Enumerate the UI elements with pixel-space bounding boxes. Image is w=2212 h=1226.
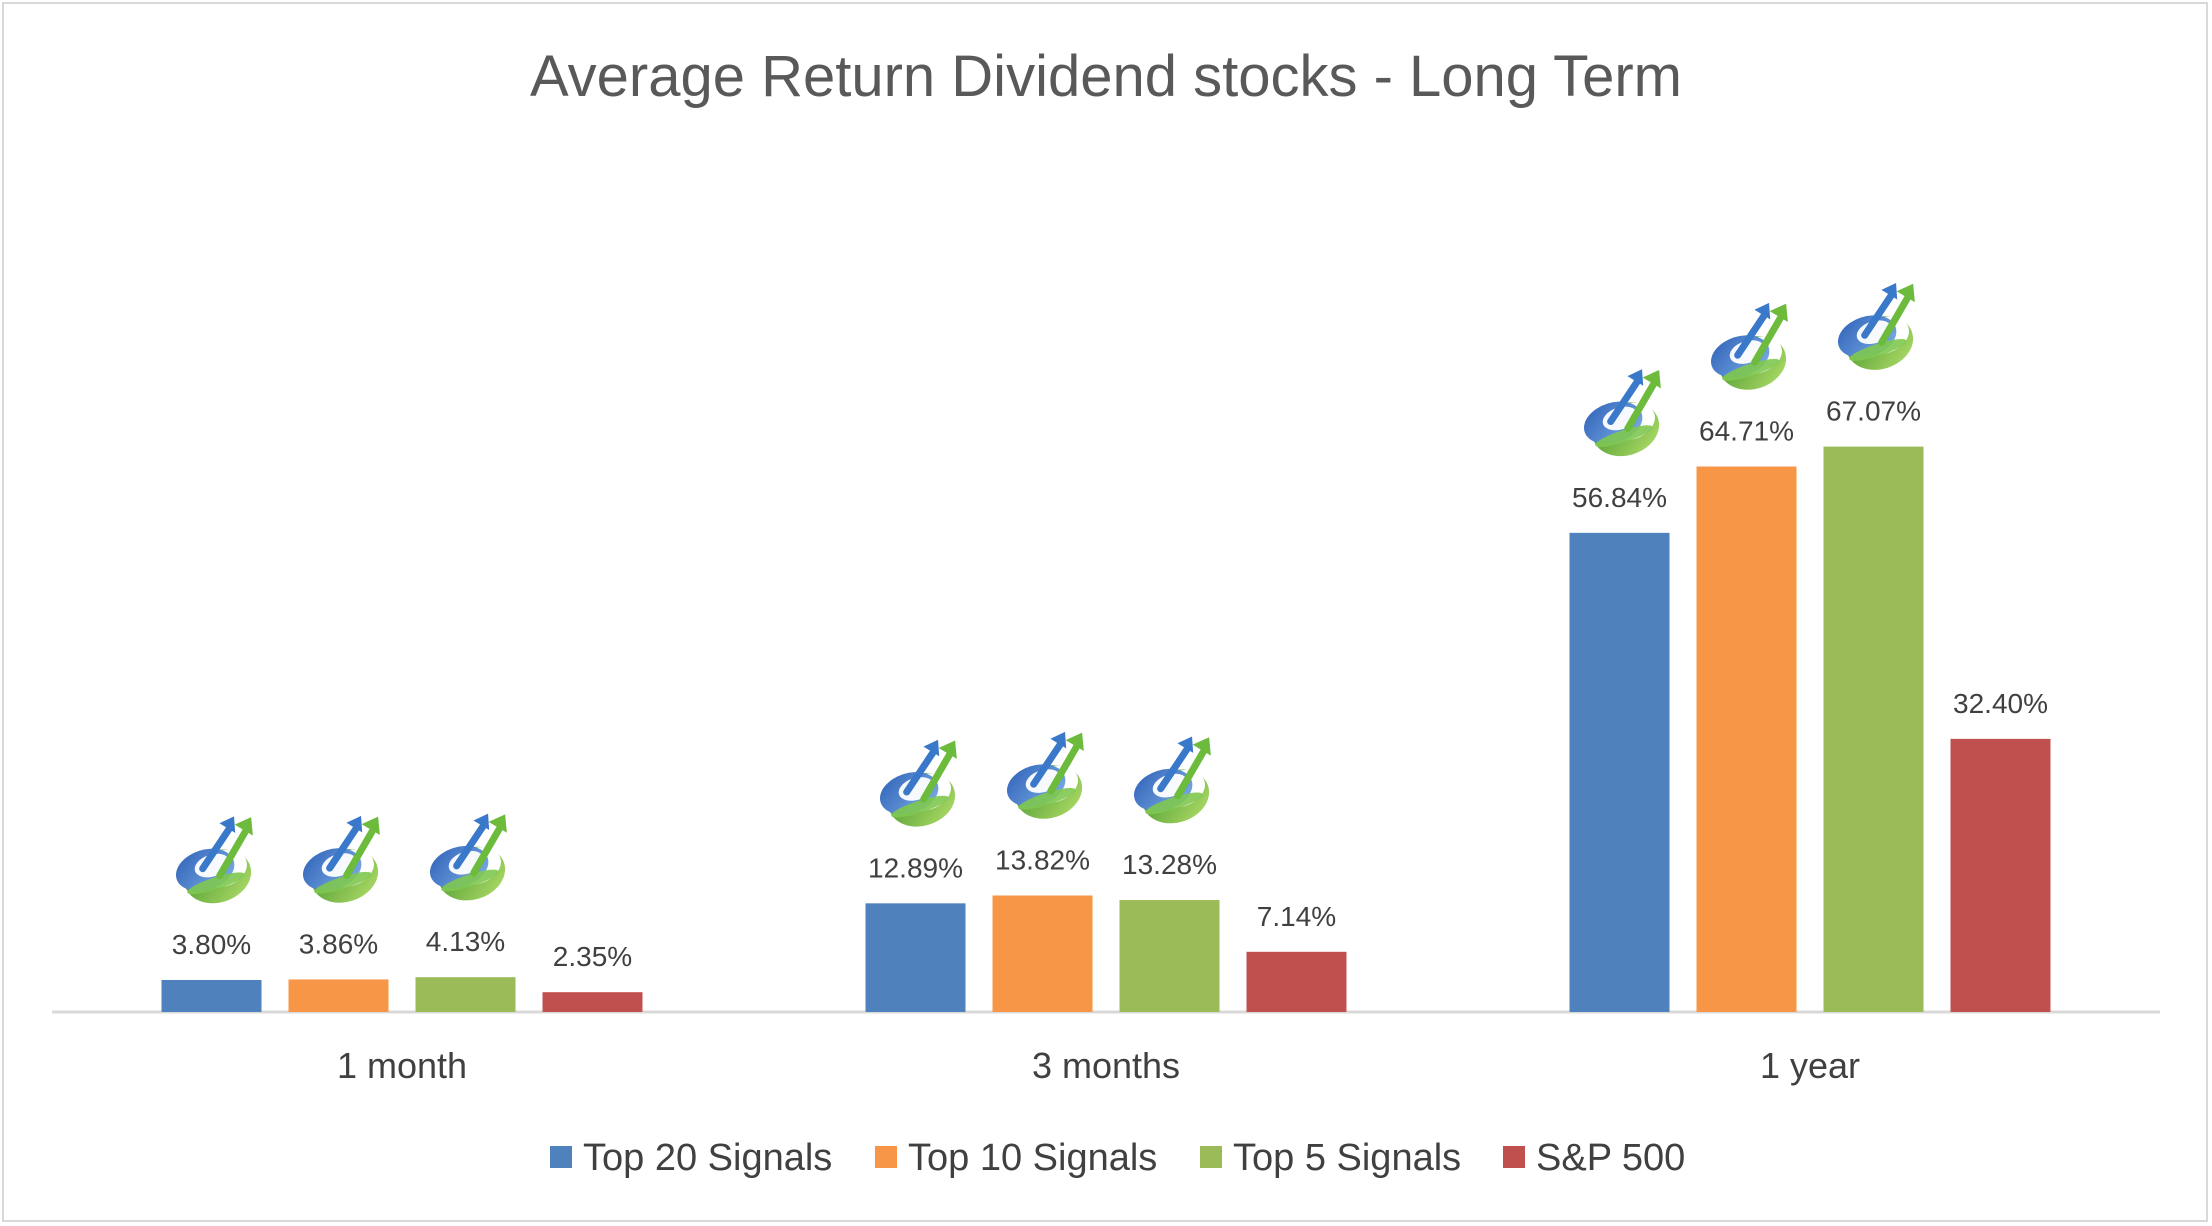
bar-top-10-signals-1-month [288, 979, 389, 1012]
bar-top-20-signals-1-year [1569, 532, 1670, 1012]
legend-swatch-top-5-signals [1200, 1146, 1222, 1168]
bar-top-5-signals-1-month [415, 977, 516, 1012]
legend-item-s-p-500: S&P 500 [1503, 1137, 1685, 1179]
category-label-1-year: 1 year [1760, 1045, 1860, 1086]
logo-top-20-signals-1-month-icon [175, 816, 253, 904]
category-labels-layer: 1 month 3 months 1 year [337, 1045, 1860, 1086]
logo-top-20-signals-1-year-icon [1583, 369, 1661, 457]
legend-label-top-20-signals: Top 20 Signals [583, 1137, 832, 1179]
category-label-1-month: 1 month [337, 1045, 467, 1086]
data-label-top-10-signals-1-year: 64.71% [1699, 415, 1794, 446]
legend-swatch-top-20-signals [550, 1146, 572, 1168]
bar-top-5-signals-1-year [1823, 446, 1924, 1012]
bar-top-5-signals-3-months [1119, 900, 1220, 1012]
legend-swatch-s-p-500 [1503, 1146, 1525, 1168]
data-label-top-10-signals-1-month: 3.86% [299, 928, 378, 959]
data-label-top-20-signals-1-month: 3.80% [172, 929, 251, 960]
bars-layer [161, 446, 2051, 1012]
logo-top-5-signals-1-month-icon [429, 813, 507, 901]
logo-top-10-signals-1-month-icon [302, 815, 380, 903]
bar-s-p-500-1-year [1950, 738, 2051, 1012]
bar-top-20-signals-1-month [161, 979, 262, 1012]
bar-top-10-signals-1-year [1696, 466, 1797, 1012]
logo-top-10-signals-3-months-icon [1006, 731, 1084, 819]
data-label-top-5-signals-3-months: 13.28% [1122, 849, 1217, 880]
legend-item-top-5-signals: Top 5 Signals [1200, 1137, 1461, 1179]
data-label-top-5-signals-1-month: 4.13% [426, 926, 505, 957]
data-label-s-p-500-1-month: 2.35% [553, 941, 632, 972]
bar-s-p-500-1-month [542, 992, 643, 1012]
legend-label-s-p-500: S&P 500 [1536, 1137, 1685, 1179]
logo-top-20-signals-3-months-icon [879, 739, 957, 827]
data-label-s-p-500-1-year: 32.40% [1953, 688, 2048, 719]
logo-top-10-signals-1-year-icon [1710, 302, 1788, 390]
data-labels-layer: 3.80% 3.86% 4.13% 2.35% 12.89% 13.82% 13.28% 7.… [172, 396, 2048, 973]
data-label-top-10-signals-3-months: 13.82% [995, 844, 1090, 875]
chart-title: Average Return Dividend stocks - Long Te… [530, 44, 1682, 109]
legend-label-top-5-signals: Top 5 Signals [1233, 1137, 1461, 1179]
logo-layer [175, 283, 1915, 904]
bar-s-p-500-3-months [1246, 951, 1347, 1012]
legend-swatch-top-10-signals [875, 1146, 897, 1168]
data-label-top-5-signals-1-year: 67.07% [1826, 396, 1921, 427]
category-label-3-months: 3 months [1032, 1045, 1180, 1086]
legend-item-top-20-signals: Top 20 Signals [550, 1137, 832, 1179]
legend-label-top-10-signals: Top 10 Signals [908, 1137, 1157, 1179]
logo-top-5-signals-3-months-icon [1133, 736, 1211, 824]
legend: Top 20 Signals Top 10 Signals Top 5 Signal… [550, 1137, 1685, 1179]
data-label-s-p-500-3-months: 7.14% [1257, 901, 1336, 932]
bar-top-10-signals-3-months [992, 895, 1093, 1012]
legend-item-top-10-signals: Top 10 Signals [875, 1137, 1157, 1179]
bar-top-20-signals-3-months [865, 903, 966, 1012]
logo-top-5-signals-1-year-icon [1837, 283, 1915, 370]
data-label-top-20-signals-3-months: 12.89% [868, 852, 963, 883]
data-label-top-20-signals-1-year: 56.84% [1572, 482, 1667, 513]
